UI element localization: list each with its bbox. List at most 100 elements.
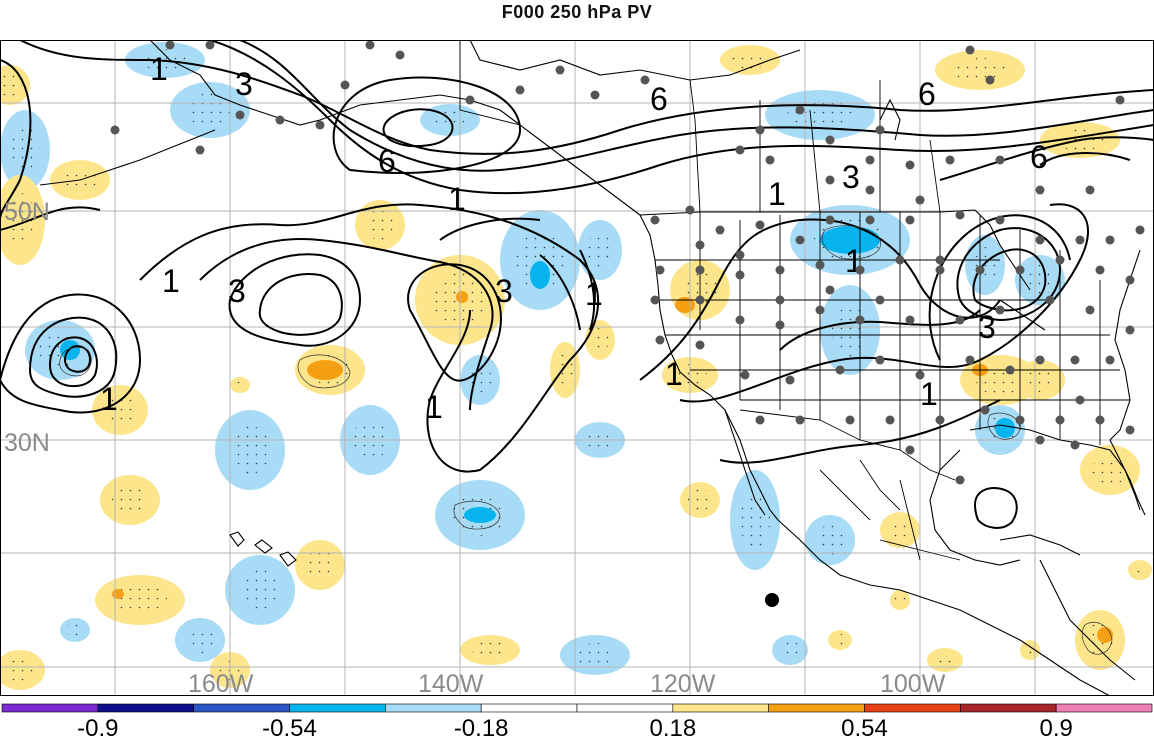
- contour-label: 6: [378, 143, 396, 179]
- station-dot: [815, 305, 825, 315]
- positive-anomaly-area-stipple: [112, 485, 148, 515]
- contour-label: 6: [918, 76, 936, 112]
- colorbar-label: -0.54: [262, 715, 317, 739]
- colorbar-swatch: [193, 703, 290, 713]
- negative-anomaly-area-stipple: [186, 93, 234, 127]
- lat-label-30n: 30N: [4, 429, 50, 457]
- positive-anomaly-area-stipple: [888, 519, 912, 541]
- contour-label: 1: [150, 51, 168, 87]
- strong-negative-anomaly-area: [530, 261, 550, 289]
- contour-label: 1: [768, 176, 786, 212]
- positive-anomaly-area-stipple: [591, 328, 609, 352]
- station-dot: [935, 265, 945, 275]
- station-dot: [855, 265, 865, 275]
- station-dot: [875, 295, 885, 305]
- station-dot: [735, 270, 745, 280]
- station-dot: [845, 415, 855, 425]
- negative-anomaly-area-stipple: [779, 641, 801, 659]
- contour-label: 3: [495, 273, 513, 309]
- station-dot: [875, 125, 885, 135]
- positive-anomaly-area-stipple: [1132, 564, 1148, 576]
- station-dot: [1085, 305, 1095, 315]
- station-dot: [755, 125, 765, 135]
- negative-anomaly-area-stipple: [66, 622, 84, 638]
- station-dot: [935, 255, 945, 265]
- station-dot: [555, 65, 565, 75]
- station-dot: [825, 285, 835, 295]
- station-dot: [755, 220, 765, 230]
- station-dot: [955, 315, 965, 325]
- station-dot: [1070, 355, 1080, 365]
- station-dot: [1115, 95, 1125, 105]
- negative-anomaly-area-stipple: [239, 569, 281, 611]
- station-dot: [1005, 365, 1015, 375]
- negative-anomaly-area-stipple: [1025, 265, 1055, 295]
- station-dot: [935, 415, 945, 425]
- colorbar-label: 0.18: [649, 715, 696, 739]
- station-dot: [775, 265, 785, 275]
- station-dot: [650, 215, 660, 225]
- station-dot: [465, 95, 475, 105]
- lon-label-160w: 160W: [188, 670, 254, 698]
- station-dot: [735, 250, 745, 260]
- station-dot: [515, 85, 525, 95]
- station-dot: [1035, 435, 1045, 445]
- positive-anomaly-area-stipple: [5, 658, 35, 682]
- station-dot: [915, 195, 925, 205]
- station-dot: [775, 295, 785, 305]
- positive-anomaly-area-stipple: [472, 641, 508, 659]
- station-dot: [865, 185, 875, 195]
- contour-label: 6: [650, 81, 668, 117]
- colorbar-swatch: [97, 703, 194, 713]
- station-dot: [590, 90, 600, 100]
- lat-label-50n: 50N: [4, 198, 50, 226]
- station-dot: [995, 155, 1005, 165]
- station-dot: [905, 160, 915, 170]
- lon-label-140w: 140W: [418, 670, 484, 698]
- station-dot: [1095, 415, 1105, 425]
- station-dot: [825, 135, 835, 145]
- contour-label: 3: [842, 159, 860, 195]
- station-dot: [340, 80, 350, 90]
- colorbar-label: -0.18: [454, 715, 509, 739]
- station-dot: [740, 370, 750, 380]
- station-dot: [965, 45, 975, 55]
- positive-anomaly-area-stipple: [1025, 368, 1055, 392]
- positive-anomaly-area-stipple: [832, 634, 848, 646]
- negative-anomaly-area-stipple: [832, 303, 868, 357]
- colorbar-swatch: [768, 703, 865, 713]
- station-dot: [825, 215, 835, 225]
- station-dot: [865, 215, 875, 225]
- station-dot: [195, 145, 205, 155]
- station-dot: [1135, 225, 1145, 235]
- positive-anomaly-area-stipple: [1092, 455, 1128, 485]
- colorbar-swatch: [1055, 703, 1153, 713]
- colorbar-swatch: [385, 703, 482, 713]
- strong-negative-anomaly-area: [820, 226, 880, 254]
- station-dot: [915, 370, 925, 380]
- positive-anomaly-area-stipple: [1024, 644, 1036, 656]
- station-dot: [315, 120, 325, 130]
- colorbar-swatch: [672, 703, 769, 713]
- station-dot: [1035, 235, 1045, 245]
- lon-label-100w: 100W: [880, 670, 946, 698]
- station-dot: [275, 115, 285, 125]
- strong-positive-anomaly-area: [307, 360, 343, 380]
- contour-label: 1: [100, 381, 118, 417]
- anomaly-contours: [59, 225, 1113, 655]
- colorbar-swatch: [480, 703, 578, 713]
- station-dot: [165, 40, 175, 50]
- positive-anomaly-area-stipple: [732, 51, 768, 69]
- station-dot: [875, 355, 885, 365]
- lon-label-120w: 120W: [650, 670, 716, 698]
- colorbar-swatch: [864, 703, 961, 713]
- station-dot: [1105, 235, 1115, 245]
- station-dot: [365, 40, 375, 50]
- colorbar-swatch: [289, 703, 386, 713]
- station-dot: [1015, 265, 1025, 275]
- colorbar-label: -0.9: [77, 715, 118, 739]
- strong-positive-anomaly-area: [675, 297, 695, 313]
- station-dot: [835, 365, 845, 375]
- contour-label: 3: [978, 309, 996, 345]
